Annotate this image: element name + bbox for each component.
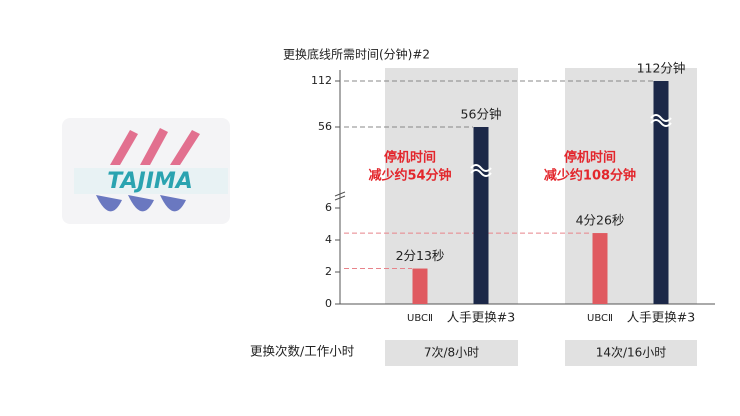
bar	[653, 81, 669, 304]
y-tick-label: 112	[311, 74, 332, 87]
x-tick-label: UBCⅡ	[587, 313, 613, 324]
annotation: 减少约108分钟	[544, 168, 636, 184]
y-tick-label: 2	[325, 265, 332, 278]
bar-break	[470, 164, 492, 177]
value-label: 2分13秒	[396, 248, 445, 263]
row-cell	[565, 340, 697, 366]
y-tick-label: 4	[325, 233, 332, 246]
x-tick-label: UBCⅡ	[407, 313, 433, 324]
chart-title: 更换底线所需时间(分钟)#2	[283, 47, 430, 62]
group-panel	[565, 68, 697, 304]
y-tick-label: 0	[325, 297, 332, 310]
value-label: 112分钟	[637, 61, 686, 76]
value-label: 56分钟	[461, 107, 502, 122]
x-tick-label: 人手更换#3	[447, 310, 515, 325]
annotation: 停机时间	[384, 150, 436, 166]
logo-mark	[74, 128, 228, 212]
annotation: 减少约54分钟	[368, 168, 451, 184]
row-value: 7次/8小时	[424, 346, 479, 360]
bar	[412, 268, 428, 304]
y-tick-label: 6	[325, 201, 332, 214]
value-label: 4分26秒	[576, 213, 625, 228]
axis-break	[334, 191, 346, 201]
bar	[592, 233, 608, 304]
bar	[473, 127, 489, 304]
logo-text: TAJIMA	[107, 169, 193, 194]
row-cell	[385, 340, 518, 366]
group-panel	[385, 68, 518, 304]
x-tick-label: 人手更换#3	[627, 310, 695, 325]
annotation: 停机时间	[564, 150, 616, 166]
row-label: 更换次数/工作小时	[250, 344, 355, 359]
y-tick-label: 56	[318, 120, 332, 133]
bar-break	[650, 114, 672, 127]
row-value: 14次/16小时	[596, 346, 667, 360]
